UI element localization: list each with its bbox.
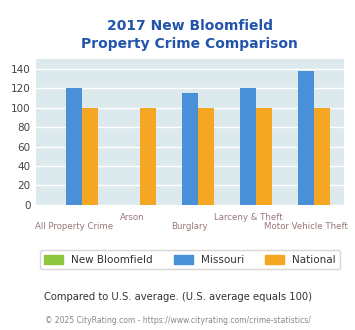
Text: Arson: Arson xyxy=(120,213,144,222)
Text: Larceny & Theft: Larceny & Theft xyxy=(214,213,282,222)
Text: Motor Vehicle Theft: Motor Vehicle Theft xyxy=(264,222,348,231)
Bar xyxy=(82,108,98,205)
Legend: New Bloomfield, Missouri, National: New Bloomfield, Missouri, National xyxy=(40,250,340,269)
Text: Burglary: Burglary xyxy=(171,222,208,231)
Bar xyxy=(256,108,272,205)
Bar xyxy=(198,108,214,205)
Bar xyxy=(314,108,330,205)
Bar xyxy=(182,93,198,205)
Bar xyxy=(66,88,82,205)
Bar xyxy=(298,71,314,205)
Bar xyxy=(140,108,156,205)
Title: 2017 New Bloomfield
Property Crime Comparison: 2017 New Bloomfield Property Crime Compa… xyxy=(82,19,298,51)
Text: © 2025 CityRating.com - https://www.cityrating.com/crime-statistics/: © 2025 CityRating.com - https://www.city… xyxy=(45,315,310,325)
Text: Compared to U.S. average. (U.S. average equals 100): Compared to U.S. average. (U.S. average … xyxy=(44,292,311,302)
Bar xyxy=(240,88,256,205)
Text: All Property Crime: All Property Crime xyxy=(35,222,113,231)
